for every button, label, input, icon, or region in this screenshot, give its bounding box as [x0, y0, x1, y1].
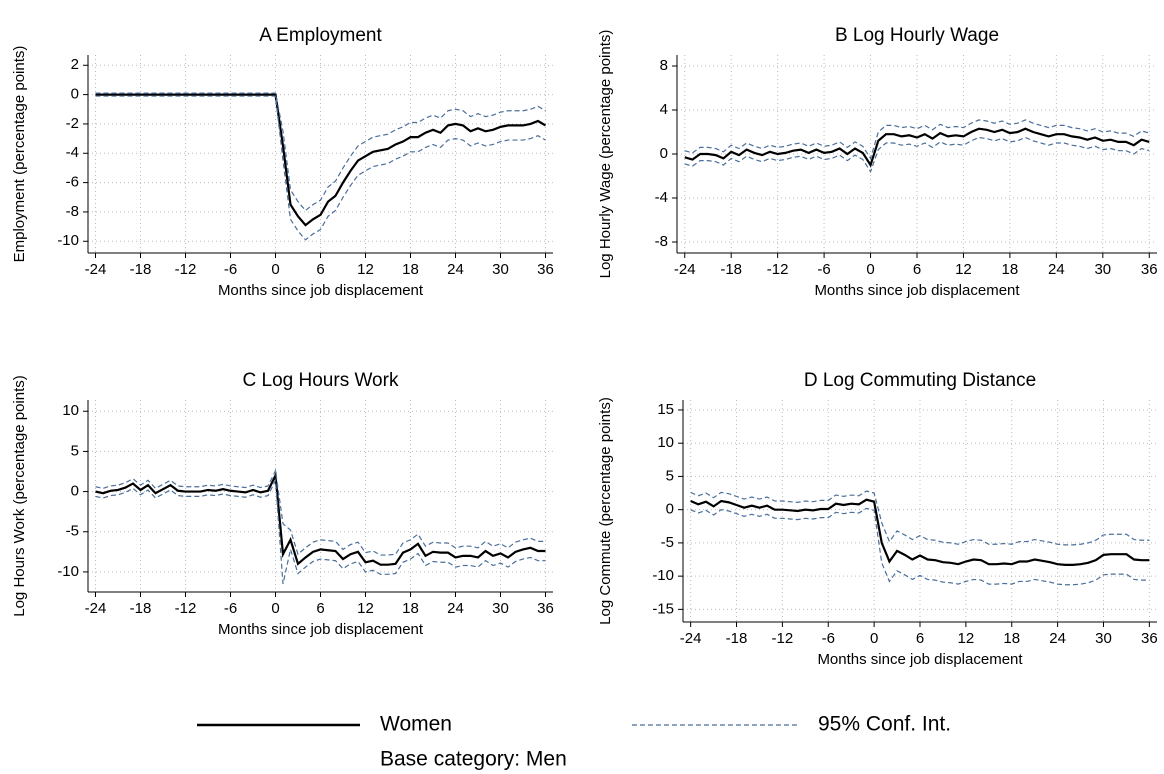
x-tick-label: -12	[772, 630, 794, 647]
chart-title: B Log Hourly Wage	[835, 25, 999, 46]
x-tick-label: 30	[1095, 630, 1112, 647]
x-tick-label: 0	[866, 261, 874, 278]
x-tick-label: 12	[357, 600, 374, 617]
y-tick-label: 8	[660, 57, 668, 74]
chart-title: D Log Commuting Distance	[804, 370, 1036, 391]
x-tick-label: -18	[720, 261, 742, 278]
legend-label: Women	[380, 713, 452, 736]
y-tick-label: -10	[652, 567, 674, 584]
x-tick-label: -6	[224, 600, 237, 617]
x-tick-label: 30	[492, 261, 509, 278]
x-tick-label: -12	[175, 261, 197, 278]
series-line	[95, 471, 546, 566]
x-tick-label: -6	[817, 261, 830, 278]
y-tick-label: 15	[657, 401, 674, 418]
y-tick-label: 5	[71, 442, 79, 459]
y-tick-label: 4	[660, 101, 668, 118]
chart-title: C Log Hours Work	[243, 370, 399, 391]
note: Base category: Men	[380, 748, 567, 771]
x-tick-label: -24	[674, 261, 696, 278]
ci-line	[690, 507, 1150, 586]
x-tick-label: 0	[271, 600, 279, 617]
x-tick-label: 30	[492, 600, 509, 617]
y-tick-label: 0	[71, 483, 79, 500]
ci-line	[684, 136, 1150, 173]
y-tick-label: -5	[66, 523, 79, 540]
x-tick-label: 18	[1002, 261, 1019, 278]
x-tick-label: 36	[537, 261, 554, 278]
x-tick-label: -24	[680, 630, 702, 647]
x-axis-label: Months since job displacement	[218, 621, 424, 638]
y-tick-label: -4	[66, 144, 79, 161]
x-tick-label: 12	[357, 261, 374, 278]
x-tick-label: -18	[130, 261, 152, 278]
x-tick-label: 6	[316, 600, 324, 617]
y-tick-label: 10	[62, 402, 79, 419]
x-tick-label: 36	[1141, 261, 1158, 278]
x-tick-label: 24	[447, 600, 464, 617]
chart-title: A Employment	[259, 25, 382, 46]
x-axis-label: Months since job displacement	[218, 282, 424, 299]
y-tick-label: -15	[652, 600, 674, 617]
y-tick-label: -10	[57, 563, 79, 580]
y-tick-label: -10	[57, 232, 79, 249]
x-tick-label: 0	[870, 630, 878, 647]
y-tick-label: 0	[71, 86, 79, 103]
x-tick-label: -24	[85, 600, 107, 617]
ci-line	[684, 119, 1150, 160]
x-tick-label: 24	[447, 261, 464, 278]
x-tick-label: 6	[916, 630, 924, 647]
x-tick-label: 36	[1141, 630, 1158, 647]
x-tick-label: 36	[537, 600, 554, 617]
series-line	[690, 498, 1150, 566]
series-line	[95, 93, 547, 227]
ci-line	[95, 478, 546, 585]
y-axis-label: Log Hourly Wage (percentage points)	[597, 30, 614, 279]
x-tick-label: 12	[955, 261, 972, 278]
y-tick-label: -2	[66, 115, 79, 132]
x-tick-label: 0	[271, 261, 279, 278]
y-tick-label: 10	[657, 434, 674, 451]
y-tick-label: -6	[66, 174, 79, 191]
x-tick-label: -12	[767, 261, 789, 278]
x-tick-label: -24	[85, 261, 107, 278]
x-tick-label: -18	[726, 630, 748, 647]
y-tick-label: 2	[71, 56, 79, 73]
x-axis-label: Months since job displacement	[814, 282, 1020, 299]
x-tick-label: -18	[130, 600, 152, 617]
x-tick-label: 24	[1049, 630, 1066, 647]
ci-line	[95, 92, 546, 212]
y-axis-label: Log Hours Work (percentage points)	[11, 375, 28, 617]
y-tick-label: 0	[666, 501, 674, 518]
y-axis-label: Employment (percentage points)	[11, 46, 28, 263]
y-tick-label: 5	[666, 467, 674, 484]
y-tick-label: -5	[661, 534, 674, 551]
x-axis-label: Months since job displacement	[817, 651, 1023, 668]
ci-line	[95, 95, 546, 241]
x-tick-label: 24	[1048, 261, 1065, 278]
y-tick-label: -4	[655, 189, 668, 206]
ci-line	[95, 468, 546, 556]
x-tick-label: 12	[958, 630, 975, 647]
x-tick-label: 18	[402, 261, 419, 278]
x-tick-label: -6	[224, 261, 237, 278]
ci-line	[690, 490, 1150, 546]
x-tick-label: 6	[316, 261, 324, 278]
y-tick-label: -8	[655, 233, 668, 250]
x-tick-label: 18	[1003, 630, 1020, 647]
x-tick-label: 6	[913, 261, 921, 278]
x-tick-label: -6	[822, 630, 835, 647]
y-axis-label: Log Commute (percentage points)	[597, 397, 614, 625]
x-tick-label: 18	[402, 600, 419, 617]
x-tick-label: 30	[1094, 261, 1111, 278]
y-tick-label: 0	[660, 145, 668, 162]
y-tick-label: -8	[66, 203, 79, 220]
x-tick-label: -12	[175, 600, 197, 617]
legend-label: 95% Conf. Int.	[818, 713, 951, 736]
series-line	[684, 127, 1150, 168]
